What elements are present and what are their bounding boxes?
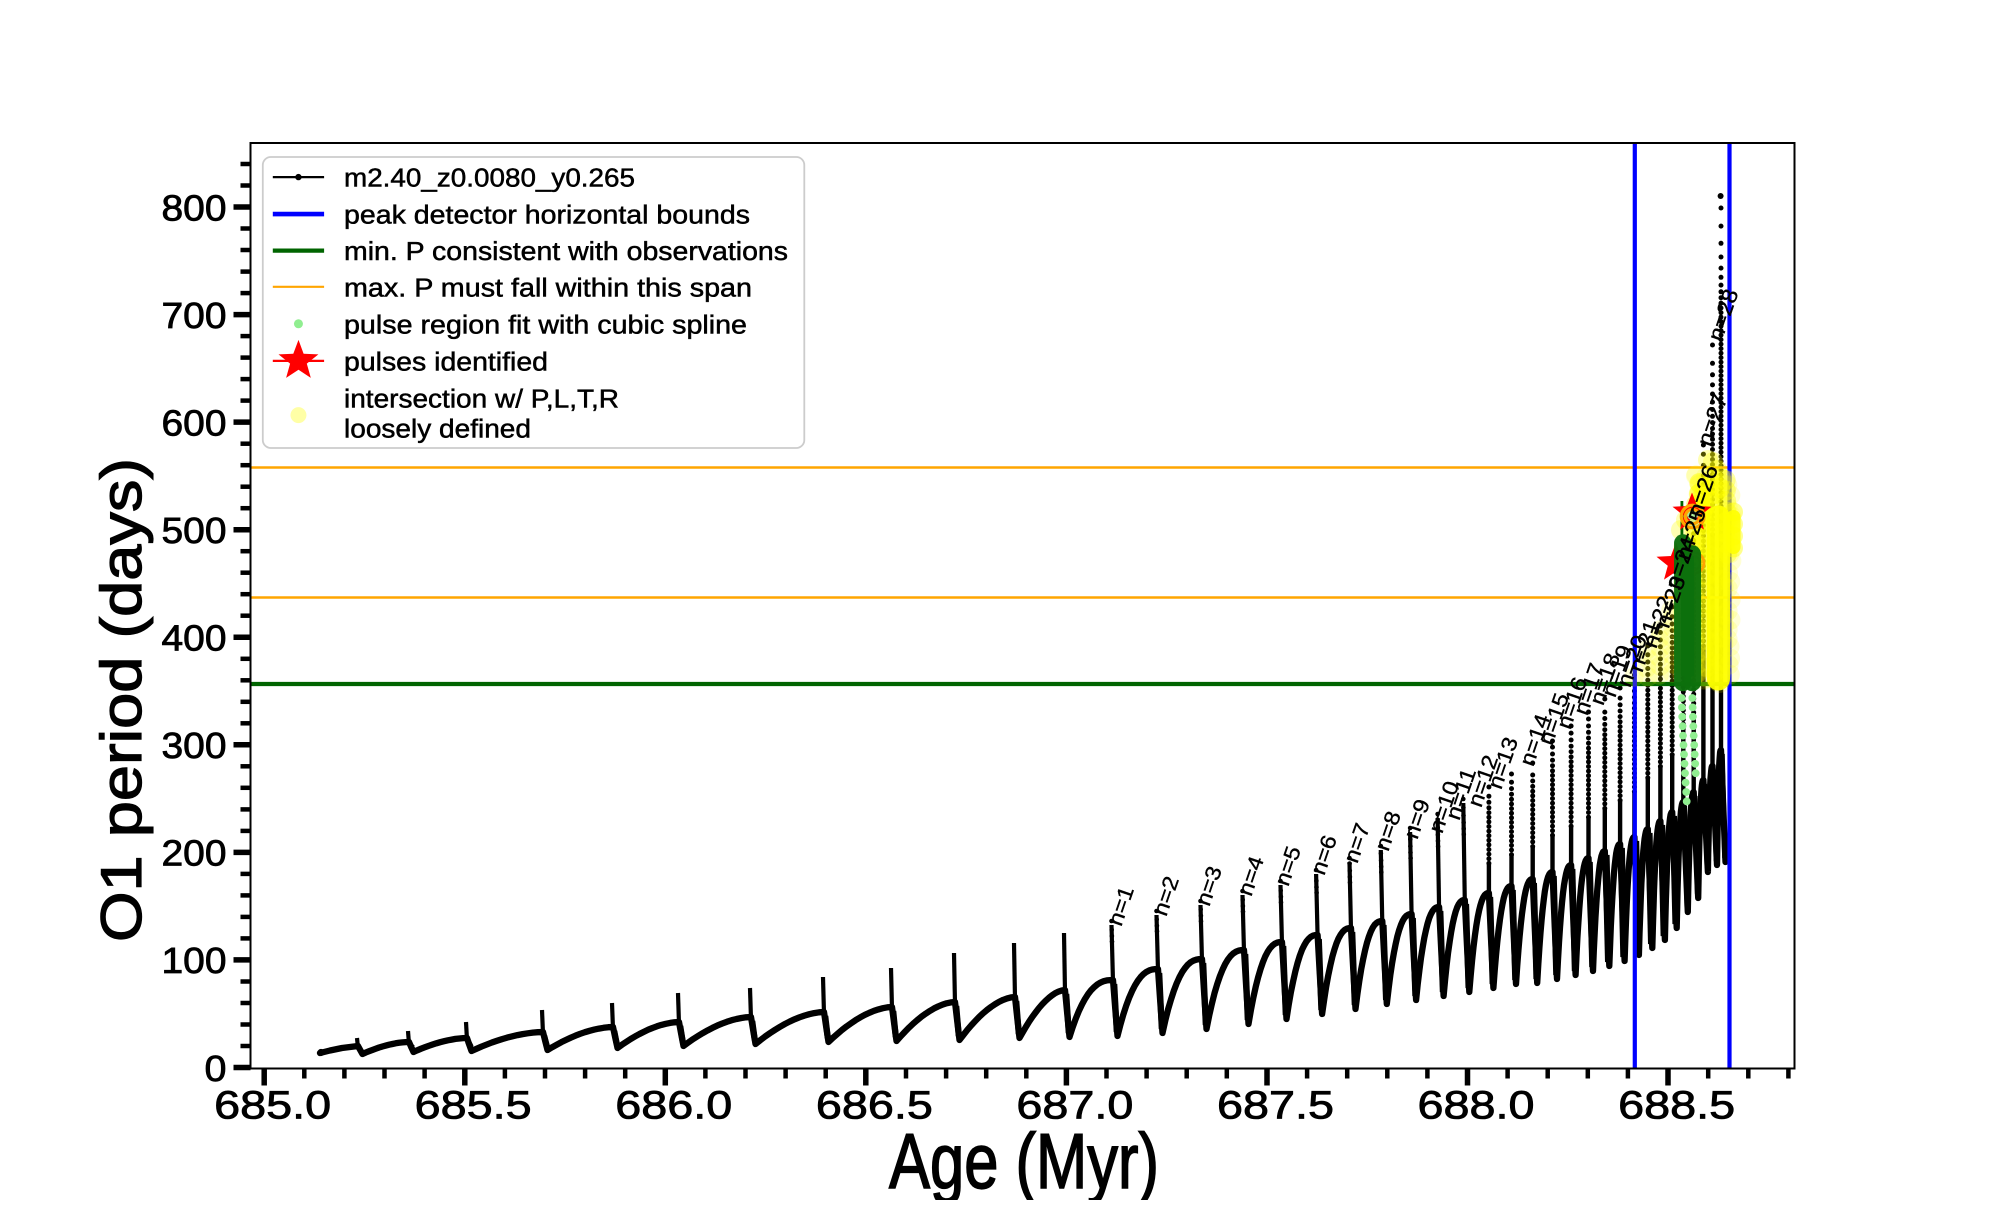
svg-text:min. P consistent with observa: min. P consistent with observations xyxy=(344,236,788,266)
svg-text:intersection w/ P,L,T,R: intersection w/ P,L,T,R xyxy=(344,384,619,414)
svg-text:O1 period (days): O1 period (days) xyxy=(90,458,154,942)
svg-text:peak detector horizontal bound: peak detector horizontal bounds xyxy=(344,200,750,230)
svg-text:pulse region fit with cubic sp: pulse region fit with cubic spline xyxy=(344,309,747,339)
svg-text:687.5: 687.5 xyxy=(1217,1084,1334,1128)
svg-text:600: 600 xyxy=(162,402,227,443)
svg-text:700: 700 xyxy=(162,295,227,336)
svg-text:688.5: 688.5 xyxy=(1618,1084,1735,1128)
svg-text:100: 100 xyxy=(162,940,227,981)
svg-text:685.5: 685.5 xyxy=(415,1084,532,1128)
svg-text:500: 500 xyxy=(162,510,227,551)
svg-text:800: 800 xyxy=(162,187,227,228)
svg-text:pulses identified: pulses identified xyxy=(344,346,548,376)
svg-text:300: 300 xyxy=(162,725,227,766)
svg-text:686.0: 686.0 xyxy=(615,1084,732,1128)
svg-text:685.0: 685.0 xyxy=(214,1084,331,1128)
svg-text:Age (Myr): Age (Myr) xyxy=(889,1117,1159,1200)
svg-text:0: 0 xyxy=(205,1048,227,1089)
svg-text:max. P must fall within this s: max. P must fall within this span xyxy=(344,272,752,302)
svg-text:400: 400 xyxy=(162,618,227,659)
svg-text:688.0: 688.0 xyxy=(1418,1084,1535,1128)
svg-text:686.5: 686.5 xyxy=(816,1084,933,1128)
svg-text:m2.40_z0.0080_y0.265: m2.40_z0.0080_y0.265 xyxy=(344,163,635,193)
svg-text:687.0: 687.0 xyxy=(1016,1084,1133,1128)
svg-text:200: 200 xyxy=(162,833,227,874)
svg-text:loosely defined: loosely defined xyxy=(344,413,531,443)
